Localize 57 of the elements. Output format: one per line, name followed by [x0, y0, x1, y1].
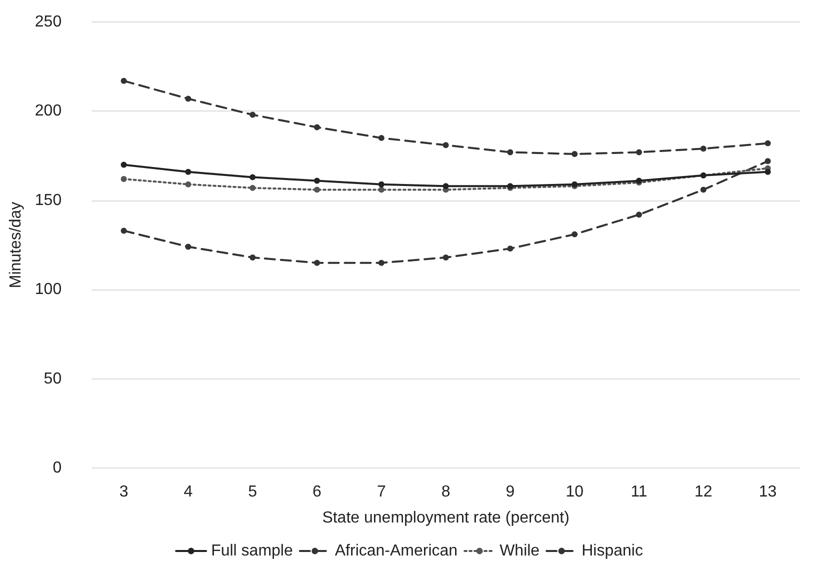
x-tick-label: 10: [566, 484, 584, 500]
point: [378, 260, 384, 266]
point: [120, 228, 127, 234]
x-tick-label: 9: [506, 484, 515, 500]
point: [764, 158, 771, 164]
legend-label: Full sample: [211, 542, 293, 560]
point: [314, 260, 320, 266]
point: [378, 186, 384, 193]
y-tick-label: 100: [34, 281, 62, 298]
point: [764, 140, 771, 146]
point: [572, 151, 578, 158]
point: [314, 186, 320, 193]
point: [507, 149, 514, 156]
point: [764, 168, 771, 175]
point: [250, 174, 256, 180]
x-tick-label: 4: [184, 484, 193, 500]
y-tick-label: 50: [44, 370, 62, 388]
x-tick-label: 3: [119, 484, 128, 500]
point: [442, 254, 449, 260]
y-axis-title: Minutes/day: [8, 202, 24, 288]
point: [185, 96, 192, 102]
legend-label: African-American: [334, 542, 458, 560]
x-axis-title: State unemployment rate (percent): [322, 510, 570, 526]
y-tick-label: 250: [34, 14, 62, 30]
legend-label: Hispanic: [582, 542, 643, 560]
point: [185, 168, 192, 175]
point: [120, 78, 127, 84]
point: [378, 181, 384, 188]
point: [378, 134, 384, 141]
point: [507, 246, 514, 252]
point: [700, 186, 706, 193]
point: [636, 149, 642, 156]
point: [700, 146, 706, 152]
point: [120, 162, 127, 168]
x-tick-label: 13: [758, 484, 777, 500]
x-tick-label: 8: [441, 484, 450, 500]
x-tick-label: 6: [312, 484, 322, 500]
point: [314, 178, 320, 184]
x-tick-label: 12: [694, 484, 712, 500]
point: [250, 254, 256, 260]
point: [442, 183, 449, 190]
point: [572, 231, 578, 238]
point: [185, 181, 192, 188]
point: [185, 244, 192, 250]
point: [250, 184, 256, 191]
y-tick-label: 150: [34, 192, 62, 209]
x-tick-label: 11: [630, 484, 648, 500]
legend-label: While: [500, 542, 540, 560]
point: [442, 142, 449, 148]
point: [120, 176, 127, 182]
y-tick-label: 0: [52, 460, 62, 476]
point: [314, 124, 320, 130]
point: [636, 212, 642, 218]
y-tick-label: 200: [34, 102, 62, 120]
point: [250, 112, 256, 118]
x-tick-label: 5: [248, 484, 258, 500]
x-tick-label: 7: [376, 484, 386, 500]
